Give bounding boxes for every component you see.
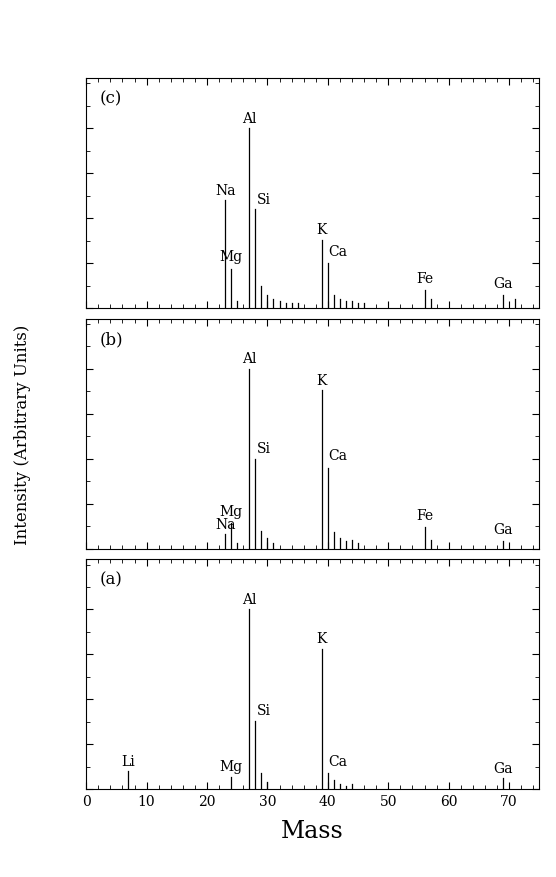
Text: (b): (b): [100, 331, 123, 347]
Text: Si: Si: [257, 192, 271, 206]
Text: Fe: Fe: [416, 271, 433, 285]
Text: Na: Na: [215, 183, 235, 197]
Text: Intensity (Arbitrary Units): Intensity (Arbitrary Units): [14, 324, 31, 544]
Text: Fe: Fe: [416, 508, 433, 522]
Text: Ca: Ca: [328, 449, 347, 463]
Text: Si: Si: [257, 703, 271, 717]
X-axis label: Mass: Mass: [281, 819, 344, 842]
Text: Na: Na: [215, 517, 235, 531]
Text: Ga: Ga: [493, 761, 513, 775]
Text: Al: Al: [242, 592, 256, 606]
Text: Mg: Mg: [220, 759, 243, 774]
Text: Al: Al: [242, 111, 256, 125]
Text: Al: Al: [242, 352, 256, 366]
Text: Mg: Mg: [220, 250, 243, 264]
Text: Li: Li: [122, 753, 135, 767]
Text: K: K: [316, 223, 327, 237]
Text: Ga: Ga: [493, 277, 513, 291]
Text: Mg: Mg: [220, 504, 243, 518]
Text: Ca: Ca: [328, 753, 347, 767]
Text: (a): (a): [100, 571, 123, 588]
Text: K: K: [316, 374, 327, 388]
Text: Si: Si: [257, 442, 271, 456]
Text: K: K: [316, 631, 327, 645]
Text: Ca: Ca: [328, 245, 347, 259]
Text: Ga: Ga: [493, 523, 513, 537]
Text: (c): (c): [100, 90, 122, 107]
